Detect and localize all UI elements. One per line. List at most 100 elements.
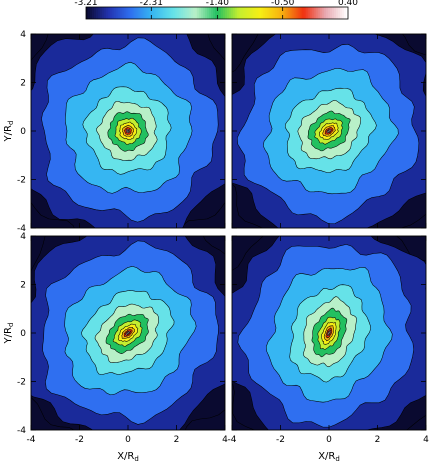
colorbar-cell [263, 7, 266, 19]
colorbar-cell [255, 7, 258, 19]
colorbar-cell [345, 7, 349, 19]
y-tick-label: -4 [17, 426, 26, 436]
colorbar-cell [98, 7, 101, 19]
x-axis-label-left: X/Rd [117, 451, 139, 463]
colorbar-cell [116, 7, 119, 19]
colorbar-cell [247, 7, 250, 19]
colorbar-cell [319, 7, 323, 19]
colorbar-cell [271, 7, 274, 19]
colorbar-cell [148, 7, 151, 19]
colorbar-cell [243, 7, 246, 19]
colorbar-cell [315, 7, 319, 19]
colorbar-cell [108, 7, 111, 19]
panel-bottom-right: -4 -2 0 2 4 [228, 235, 429, 445]
colorbar-cell [112, 7, 115, 19]
colorbar-cell [176, 7, 180, 19]
contour-level [126, 331, 130, 335]
y-tick-label: 2 [20, 79, 26, 89]
x-tick-label: 2 [174, 435, 180, 445]
colorbar-cell [100, 7, 103, 19]
colorbar-cell [214, 7, 218, 19]
contour-level [126, 129, 130, 133]
colorbar-cell [184, 7, 188, 19]
colorbar-cell [118, 7, 121, 19]
colorbar-cell [88, 7, 91, 19]
y-tick-label: -2 [17, 176, 26, 186]
colorbar-tick-label: -0.50 [271, 0, 295, 8]
colorbar-cell [325, 7, 329, 19]
colorbar-cell [267, 7, 270, 19]
x-tick-label: 4 [222, 435, 228, 445]
colorbar-cell [273, 7, 276, 19]
colorbar-cell [323, 7, 327, 19]
colorbar-cell [114, 7, 117, 19]
colorbar-cell [217, 7, 220, 19]
x-axis-label-right: X/Rd [318, 451, 340, 463]
colorbar-cell [166, 7, 170, 19]
colorbar-cell [221, 7, 224, 19]
x-tick-label: -4 [27, 435, 36, 445]
colorbar-cell [337, 7, 341, 19]
colorbar-cell [128, 7, 131, 19]
colorbar-cell [142, 7, 145, 19]
colorbar-cell [144, 7, 147, 19]
colorbar-cell [188, 7, 192, 19]
colorbar-cell [265, 7, 268, 19]
colorbar-cell [283, 7, 286, 19]
colorbar-cell [194, 7, 198, 19]
colorbar-cell [313, 7, 317, 19]
colorbar-cell [333, 7, 337, 19]
colorbar-cell [190, 7, 194, 19]
y-tick-label: 2 [20, 281, 26, 291]
colorbar-cell [174, 7, 178, 19]
colorbar-tick-label: -1.40 [206, 0, 230, 8]
colorbar-cell [200, 7, 204, 19]
colorbar-cell [206, 7, 210, 19]
x-tick-label: 0 [326, 435, 332, 445]
colorbar-cell [210, 7, 214, 19]
colorbar-cell [341, 7, 345, 19]
colorbar-cell [178, 7, 182, 19]
y-tick-label: 0 [20, 329, 26, 339]
colorbar-cell [96, 7, 99, 19]
colorbar-cell [311, 7, 315, 19]
colorbar-cell [287, 7, 290, 19]
colorbar-cell [305, 7, 309, 19]
y-axis-label-bottom: Y/Rd [3, 323, 15, 345]
colorbar-cell [138, 7, 141, 19]
colorbar-cell [307, 7, 311, 19]
colorbar-cell [156, 7, 159, 19]
colorbar-cell [140, 7, 143, 19]
colorbar-tick-label: -3.21 [74, 0, 97, 8]
y-axis-label-top: Y/Rd [3, 121, 15, 143]
colorbar-cell [257, 7, 260, 19]
colorbar-cell [245, 7, 248, 19]
colorbar-cell [94, 7, 97, 19]
colorbar-cell [317, 7, 321, 19]
colorbar-cell [134, 7, 137, 19]
colorbar-cell [335, 7, 339, 19]
colorbar-cell [102, 7, 105, 19]
x-tick-label: -4 [228, 435, 237, 445]
colorbar-cell [136, 7, 139, 19]
y-tick-label: -2 [17, 378, 26, 388]
colorbar-cell [212, 7, 216, 19]
colorbar-cell [301, 7, 305, 19]
colorbar-cell [239, 7, 242, 19]
contour-level [327, 129, 331, 133]
panel-top-left: -4 -2 0 2 4 [17, 30, 226, 234]
colorbar-cell [241, 7, 244, 19]
colorbar-cell [237, 7, 240, 19]
colorbar-cell [130, 7, 133, 19]
colorbar-cell [164, 7, 168, 19]
colorbar-cell [253, 7, 256, 19]
colorbar-cell [86, 7, 89, 19]
colorbar-cell [198, 7, 202, 19]
colorbar-cell [104, 7, 107, 19]
colorbar-tick-label: 0.40 [338, 0, 358, 8]
colorbar-cell [279, 7, 282, 19]
colorbar-cell [202, 7, 206, 19]
colorbar-cell [269, 7, 272, 19]
colorbar-cell [297, 7, 301, 19]
colorbar-cell [92, 7, 95, 19]
